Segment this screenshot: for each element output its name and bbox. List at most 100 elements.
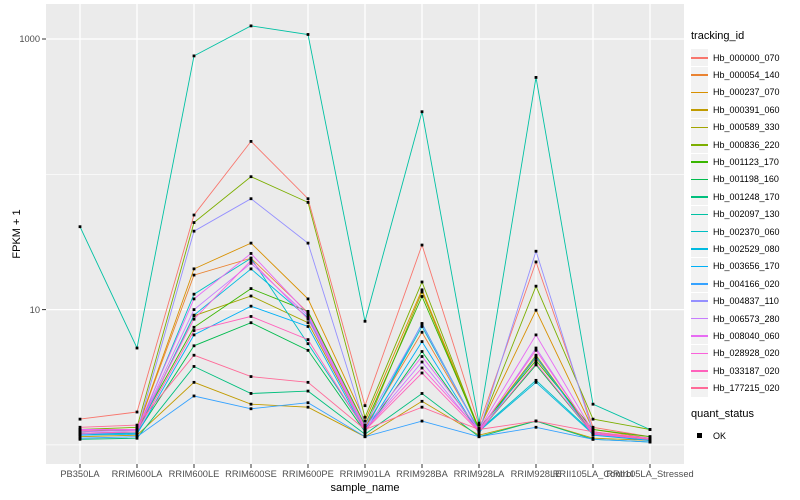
x-tick-label: RRIM600PE [282,469,334,479]
legend-item-label: Hb_002370_060 [713,226,780,237]
data-point [420,330,424,334]
data-point [534,260,538,264]
data-point [192,313,196,317]
data-point [306,314,310,318]
data-point [249,241,253,245]
data-point [591,432,595,436]
data-point [249,402,253,406]
data-point [363,435,367,439]
data-point [249,140,253,143]
x-tick-label: RRIM901LA [340,469,391,479]
legend-item-label: Hb_000836_220 [713,139,780,150]
data-point [249,315,253,318]
legend-item-label: Hb_004166_020 [713,278,780,289]
legend-line-swatch-icon [691,143,708,146]
legend-item-ok: OK [691,427,799,444]
legend-key [691,118,708,136]
x-tick-label: RRIM928LA [454,469,505,479]
black-square-point-icon [697,433,702,438]
legend-line-swatch-icon [691,265,708,268]
legend-key [691,205,708,223]
data-point [249,175,253,179]
data-point [135,425,139,429]
data-point [192,329,196,332]
data-point [78,435,82,439]
legend-item: Hb_000836_220 [691,136,799,154]
legend-line-swatch-icon [691,300,708,303]
data-point [534,346,538,350]
data-point [363,419,367,423]
legend-item: Hb_002529_080 [691,240,799,258]
legend-line-swatch-icon [691,178,708,181]
data-point [534,362,538,365]
data-point [192,317,196,321]
legend-item: Hb_000054_140 [691,66,799,84]
data-point [306,348,310,352]
data-point [192,229,196,233]
data-point [534,348,538,352]
data-point [192,267,196,271]
legend-key [691,66,708,84]
data-point [363,432,367,436]
data-point [306,405,310,409]
legend-key [691,83,708,101]
data-point [249,267,253,271]
data-point [306,297,310,301]
x-tick-label: RRII105LA_Control [553,469,634,479]
data-point [648,435,652,439]
legend-key [691,49,708,67]
data-point [420,399,424,403]
data-point [591,402,595,406]
data-point [648,440,652,444]
legend-line-swatch-icon [691,91,708,94]
legend-key [691,188,708,206]
legend-item: Hb_002097_130 [691,205,799,223]
data-point [477,435,481,439]
data-point [78,436,82,440]
data-point [306,241,310,245]
legend-line-swatch-icon [691,109,708,111]
legend-item-label: Hb_000391_060 [713,104,780,115]
legend-item-label: Hb_002529_080 [713,243,780,254]
data-point [420,350,424,353]
data-point [534,355,538,358]
legend-item: Hb_001248_170 [691,188,799,206]
data-point [363,404,367,408]
data-point [135,436,139,440]
quant-status-legend: quant_status OK [691,408,799,444]
data-point [534,333,538,337]
data-point [135,346,139,350]
legend-item-label: Hb_002097_130 [713,209,780,220]
legend: tracking_id Hb_000000_070 Hb_000054_140 Hb… [691,30,799,444]
plot-dynamic-layer [42,4,684,468]
legend-item-label: Hb_000589_330 [713,122,780,133]
data-point [534,425,538,429]
legend-item: Hb_000000_070 [691,49,799,67]
data-point [648,437,652,441]
legend-item-label: Hb_177215_020 [713,383,780,394]
data-point [249,287,253,290]
legend-item-label: Hb_003656_170 [713,261,780,272]
data-point [249,375,253,378]
data-point [306,200,310,204]
data-point [249,261,253,265]
data-point [135,423,139,427]
data-point [249,259,253,263]
legend-key [691,240,708,258]
data-point [363,425,367,429]
legend-line-swatch-icon [691,74,708,76]
x-tick-label: RRIM600SE [225,469,277,479]
data-point [477,423,481,427]
x-axis-title: sample_name [330,482,399,494]
x-tick-label: RRII105LA_Stressed [606,469,693,479]
legend-key [691,170,708,188]
data-point [420,392,424,395]
legend-items: Hb_000000_070 Hb_000054_140 Hb_000237_070 H… [691,49,799,397]
data-point [249,256,253,260]
legend-key [691,101,708,119]
data-point [534,363,538,367]
data-point [306,317,310,321]
data-point [420,366,424,370]
data-point [420,325,424,328]
data-point [192,325,196,329]
